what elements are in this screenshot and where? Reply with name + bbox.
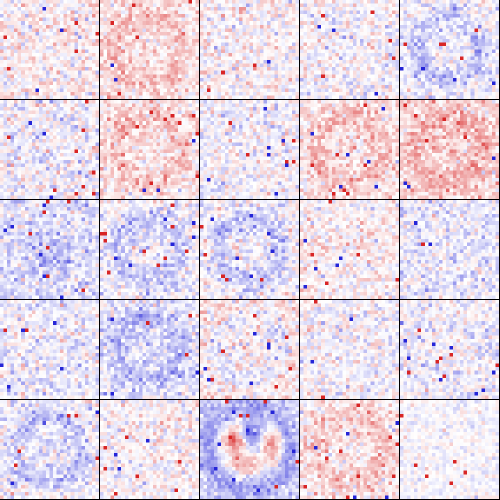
filter-25-heatmap bbox=[400, 400, 499, 499]
filter-24-heatmap bbox=[300, 400, 399, 499]
filter-20-heatmap bbox=[400, 300, 499, 399]
filter-7-heatmap bbox=[100, 100, 199, 199]
filter-9-heatmap bbox=[300, 100, 399, 199]
filter-8-tile bbox=[200, 100, 299, 199]
filter-11-heatmap bbox=[0, 200, 99, 299]
filter-2-tile bbox=[100, 0, 199, 99]
filter-12-tile bbox=[100, 200, 199, 299]
filter-6-heatmap bbox=[0, 100, 99, 199]
filter-8-heatmap bbox=[200, 100, 299, 199]
filter-12-heatmap bbox=[100, 200, 199, 299]
filter-18-heatmap bbox=[200, 300, 299, 399]
filter-22-heatmap bbox=[100, 400, 199, 499]
filter-13-heatmap bbox=[200, 200, 299, 299]
filter-16-heatmap bbox=[0, 300, 99, 399]
filter-20-tile bbox=[400, 300, 499, 399]
filter-6-tile bbox=[0, 100, 99, 199]
filter-25-tile bbox=[400, 400, 499, 499]
filter-23-heatmap bbox=[200, 400, 299, 499]
filter-5-tile bbox=[400, 0, 499, 99]
filter-21-tile bbox=[0, 400, 99, 499]
filter-23-tile bbox=[200, 400, 299, 499]
filter-21-heatmap bbox=[0, 400, 99, 499]
filter-19-heatmap bbox=[300, 300, 399, 399]
filter-10-heatmap bbox=[400, 100, 499, 199]
filter-14-tile bbox=[300, 200, 399, 299]
filter-11-tile bbox=[0, 200, 99, 299]
filter-3-tile bbox=[200, 0, 299, 99]
filter-1-heatmap bbox=[0, 0, 99, 99]
filter-4-heatmap bbox=[300, 0, 399, 99]
filter-15-heatmap bbox=[400, 200, 499, 299]
filter-18-tile bbox=[200, 300, 299, 399]
filter-3-heatmap bbox=[200, 0, 299, 99]
filter-10-tile bbox=[400, 100, 499, 199]
filter-19-tile bbox=[300, 300, 399, 399]
filter-5-heatmap bbox=[400, 0, 499, 99]
filter-13-tile bbox=[200, 200, 299, 299]
filter-1-tile bbox=[0, 0, 99, 99]
filter-14-heatmap bbox=[300, 200, 399, 299]
filter-7-tile bbox=[100, 100, 199, 199]
filter-24-tile bbox=[300, 400, 399, 499]
filter-17-heatmap bbox=[100, 300, 199, 399]
filter-22-tile bbox=[100, 400, 199, 499]
filter-16-tile bbox=[0, 300, 99, 399]
filter-2-heatmap bbox=[100, 0, 199, 99]
filter-15-tile bbox=[400, 200, 499, 299]
filter-4-tile bbox=[300, 0, 399, 99]
filter-9-tile bbox=[300, 100, 399, 199]
filter-17-tile bbox=[100, 300, 199, 399]
